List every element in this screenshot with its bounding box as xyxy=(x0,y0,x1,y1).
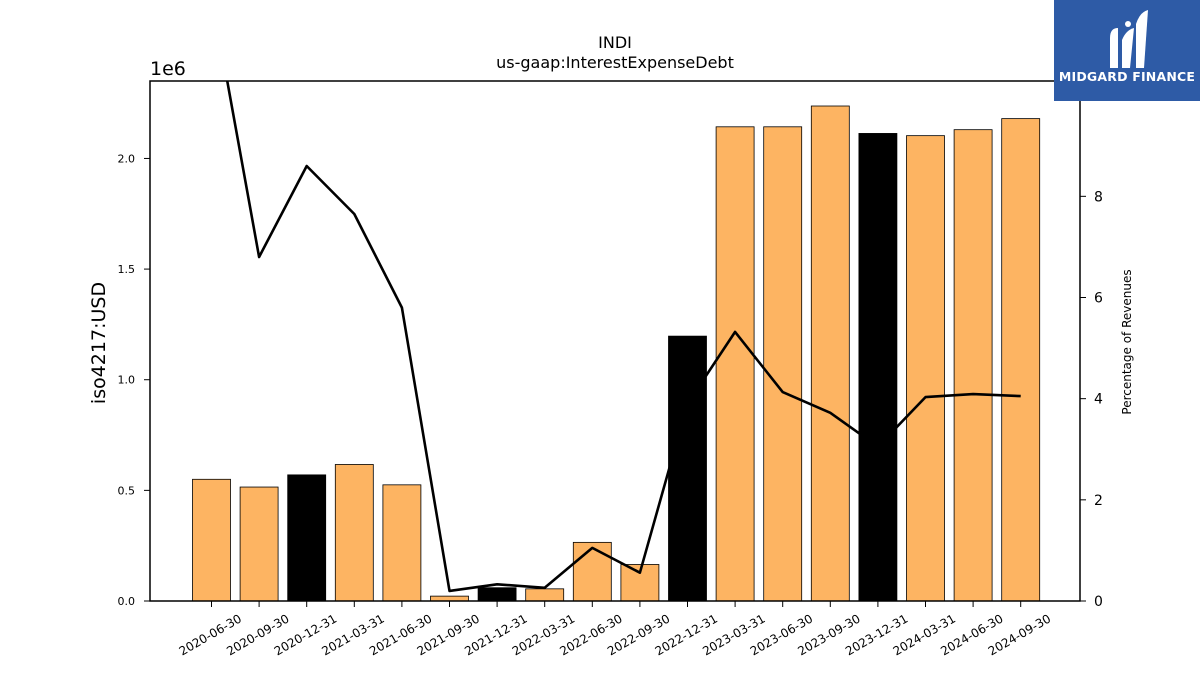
bar-2022-03-31 xyxy=(525,588,565,602)
percentage-line xyxy=(225,81,1021,593)
y-axis-label: iso4217:USD xyxy=(88,282,110,404)
bar-2020-12-31 xyxy=(287,474,327,602)
y2-tick-label: 0 xyxy=(1094,594,1103,610)
y2-tick-label: 6 xyxy=(1094,290,1103,306)
bar-2024-03-31 xyxy=(906,135,945,602)
logo-text: MIDGARD FINANCE xyxy=(1058,69,1196,84)
bar-2024-09-30 xyxy=(1001,118,1041,602)
y-offset-label: 1e6 xyxy=(150,58,186,80)
midgard-m-icon xyxy=(1110,10,1148,68)
midgard-finance-logo: MIDGARD FINANCE xyxy=(1054,0,1200,101)
y-tick-label: 0.5 xyxy=(118,484,136,497)
chart-subtitle: us-gaap:InterestExpenseDebt xyxy=(496,53,734,72)
bar-2023-03-31 xyxy=(715,126,755,602)
bar-2022-06-30 xyxy=(572,541,612,602)
y-tick-label: 2.0 xyxy=(118,152,136,165)
y2-axis-label: Percentage of Revenues xyxy=(1120,269,1134,414)
y-tick-label: 1.0 xyxy=(118,374,136,387)
bar-2023-06-30 xyxy=(763,126,803,602)
bar-2023-09-30 xyxy=(810,105,850,602)
bar-2020-06-30 xyxy=(192,478,231,602)
chart-title: INDI xyxy=(598,33,632,52)
bar-2021-06-30 xyxy=(382,484,422,602)
bar-2022-09-30 xyxy=(620,564,660,602)
y-tick-label: 0.0 xyxy=(118,595,136,608)
y2-tick-label: 2 xyxy=(1094,493,1103,509)
bar-2022-12-31 xyxy=(668,335,707,602)
bar-2020-09-30 xyxy=(239,486,279,602)
bar-2021-03-31 xyxy=(334,464,374,602)
y2-tick-label: 4 xyxy=(1094,392,1103,408)
bar-2024-06-30 xyxy=(953,129,993,602)
y-tick-label: 1.5 xyxy=(118,263,136,276)
plot-frame xyxy=(149,80,1081,602)
bar-2021-12-31 xyxy=(477,587,517,602)
y2-tick-label: 8 xyxy=(1094,189,1103,205)
bar-2023-12-31 xyxy=(858,133,898,602)
